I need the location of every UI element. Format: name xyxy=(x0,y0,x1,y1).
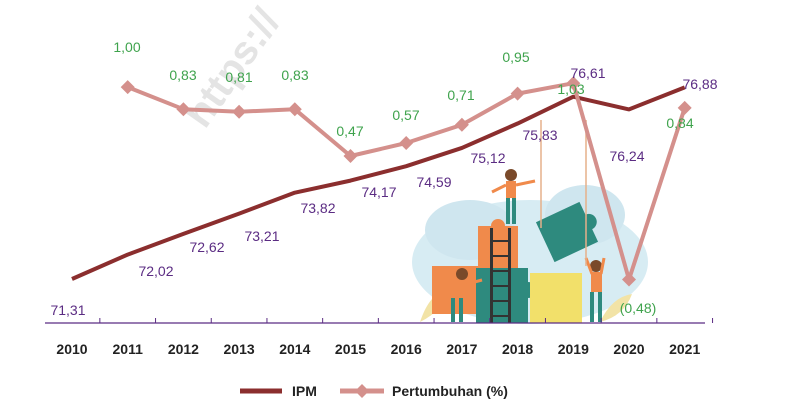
ipm-line xyxy=(71,85,686,281)
x-tick-label: 2011 xyxy=(113,341,144,357)
growth-data-label: (0,48) xyxy=(620,300,657,316)
x-axis-ticks xyxy=(99,318,714,323)
x-tick-label: 2021 xyxy=(669,341,700,357)
ipm-data-label: 74,17 xyxy=(361,184,396,200)
x-tick-label: 2016 xyxy=(391,341,422,357)
growth-point xyxy=(677,100,692,115)
growth-data-label: 0,83 xyxy=(169,67,196,83)
growth-data-labels: 1,00 0,83 0,81 0,83 0,47 0,57 0,71 0,95 1,03 (0,4… xyxy=(113,39,693,316)
growth-point xyxy=(343,149,358,163)
x-tick-label: 2020 xyxy=(613,341,644,357)
teamwork-puzzle-illustration xyxy=(412,120,648,324)
growth-point xyxy=(232,104,247,119)
growth-series xyxy=(120,76,692,287)
growth-point xyxy=(399,136,414,150)
x-tick-label: 2015 xyxy=(335,341,366,357)
x-tick-label: 2012 xyxy=(168,341,199,357)
chart-legend: IPM Pertumbuhan (%) xyxy=(240,383,508,399)
x-tick-label: 2017 xyxy=(446,341,477,357)
growth-data-label: 1,03 xyxy=(557,81,584,97)
x-tick-label: 2014 xyxy=(279,341,310,357)
ipm-data-label: 72,02 xyxy=(138,263,173,279)
ipm-data-label: 71,31 xyxy=(50,302,85,318)
growth-point xyxy=(454,117,469,132)
ipm-data-label: 75,83 xyxy=(522,127,557,143)
ipm-data-label: 73,21 xyxy=(244,228,279,244)
ipm-data-label: 74,59 xyxy=(416,174,451,190)
growth-point xyxy=(510,86,525,101)
growth-point xyxy=(622,272,636,287)
ipm-data-label: 76,61 xyxy=(570,65,605,81)
ipm-data-labels: 71,31 72,02 72,62 73,21 73,82 74,17 74,59 75,12… xyxy=(50,65,717,318)
growth-point xyxy=(566,76,581,91)
ipm-series xyxy=(71,85,686,281)
growth-data-label: 1,00 xyxy=(113,39,140,55)
ipm-data-label: 72,62 xyxy=(189,239,224,255)
growth-point xyxy=(120,80,135,95)
x-tick-label: 2010 xyxy=(56,341,87,357)
ipm-data-label: 76,24 xyxy=(609,148,644,164)
growth-data-label: 0,95 xyxy=(502,49,529,65)
growth-data-label: 0,83 xyxy=(281,67,308,83)
growth-data-label: 0,47 xyxy=(336,123,363,139)
growth-point xyxy=(176,102,191,117)
x-tick-label: 2018 xyxy=(502,341,533,357)
growth-data-label: 0,57 xyxy=(392,107,419,123)
ipm-data-label: 76,88 xyxy=(682,76,717,92)
ipm-data-label: 75,12 xyxy=(470,150,505,166)
legend-label-growth: Pertumbuhan (%) xyxy=(392,383,508,399)
growth-data-label: 0,71 xyxy=(447,87,474,103)
ipm-data-label: 73,82 xyxy=(300,200,335,216)
x-axis-tick-labels: 2010 2011 2012 2013 2014 2015 2016 2017 2018 2019… xyxy=(56,341,700,357)
x-tick-label: 2019 xyxy=(558,341,589,357)
growth-data-label: 0,84 xyxy=(666,115,693,131)
legend-label-ipm: IPM xyxy=(292,383,317,399)
growth-point xyxy=(287,102,302,117)
growth-data-label: 0,81 xyxy=(225,69,252,85)
legend-marker-growth xyxy=(355,384,369,398)
x-tick-label: 2013 xyxy=(224,341,255,357)
